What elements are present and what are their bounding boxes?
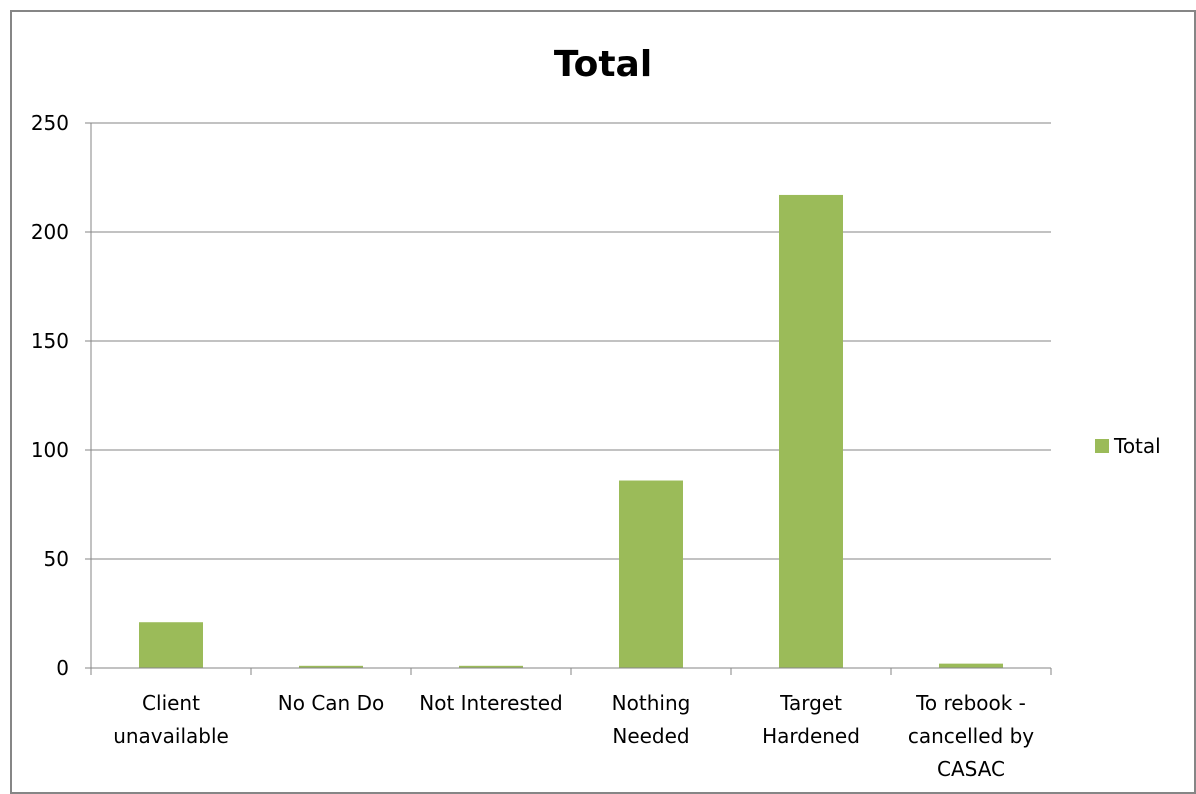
bar-1 (299, 665, 363, 668)
bar-4 (779, 194, 843, 668)
x-tick-label: Target Hardened (762, 691, 860, 748)
bars (139, 194, 1003, 668)
bar-0 (139, 622, 203, 668)
x-tick-label: Not Interested (419, 691, 562, 715)
y-axis-ticks: 0 50 100 150 200 250 (31, 111, 69, 680)
gridlines (91, 122, 1051, 560)
axes (85, 122, 1052, 675)
bar-5 (939, 663, 1003, 668)
chart-title: Total (554, 44, 652, 85)
x-tick-label: To rebook -cancelled by CASAC (908, 691, 1034, 781)
x-tick-label: No Can Do (278, 691, 384, 715)
bar-2 (459, 665, 523, 668)
x-tick-label: Nothing Needed (612, 691, 691, 748)
y-tick-label: 100 (31, 438, 69, 462)
bar-3 (619, 480, 683, 668)
y-tick-label: 50 (44, 547, 69, 571)
y-tick-label: 150 (31, 329, 69, 353)
x-axis-labels: Client unavailable No Can Do Not Interested… (113, 691, 1034, 781)
x-tick-label: Client unavailable (113, 691, 229, 748)
chart-frame (10, 10, 1196, 794)
y-tick-label: 0 (56, 656, 69, 680)
legend-swatch (1095, 439, 1109, 453)
legend: Total (1095, 434, 1161, 458)
y-tick-label: 200 (31, 220, 69, 244)
y-tick-label: 250 (31, 111, 69, 135)
legend-label: Total (1113, 434, 1161, 458)
